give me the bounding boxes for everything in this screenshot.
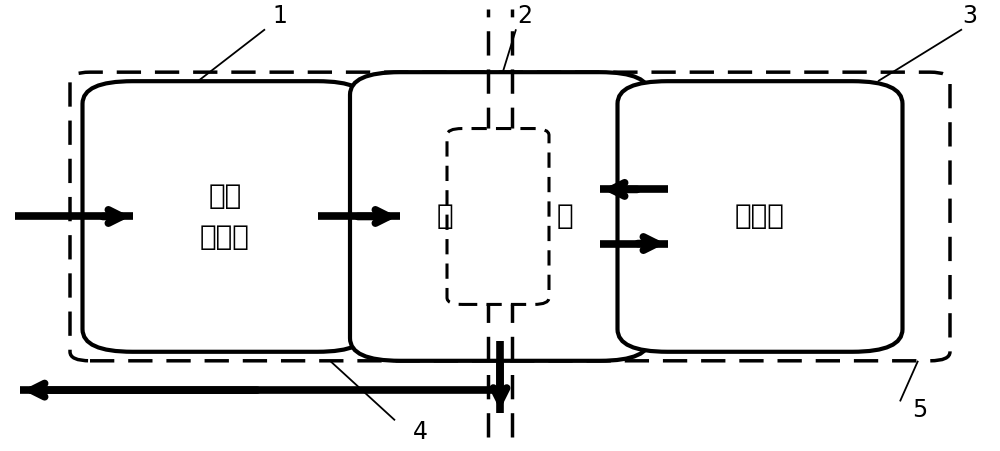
FancyBboxPatch shape (447, 129, 549, 304)
Text: 电机
控制器: 电机 控制器 (200, 182, 250, 251)
Text: 机: 机 (557, 202, 573, 230)
Text: 1: 1 (273, 4, 287, 28)
Text: 减速器: 减速器 (735, 202, 785, 230)
Text: 4: 4 (413, 420, 428, 444)
Text: 电: 电 (437, 202, 453, 230)
FancyBboxPatch shape (350, 72, 650, 361)
Text: 2: 2 (518, 4, 532, 28)
Text: 5: 5 (912, 398, 928, 423)
Text: 3: 3 (962, 4, 978, 28)
FancyBboxPatch shape (617, 81, 902, 352)
FancyBboxPatch shape (82, 81, 368, 352)
